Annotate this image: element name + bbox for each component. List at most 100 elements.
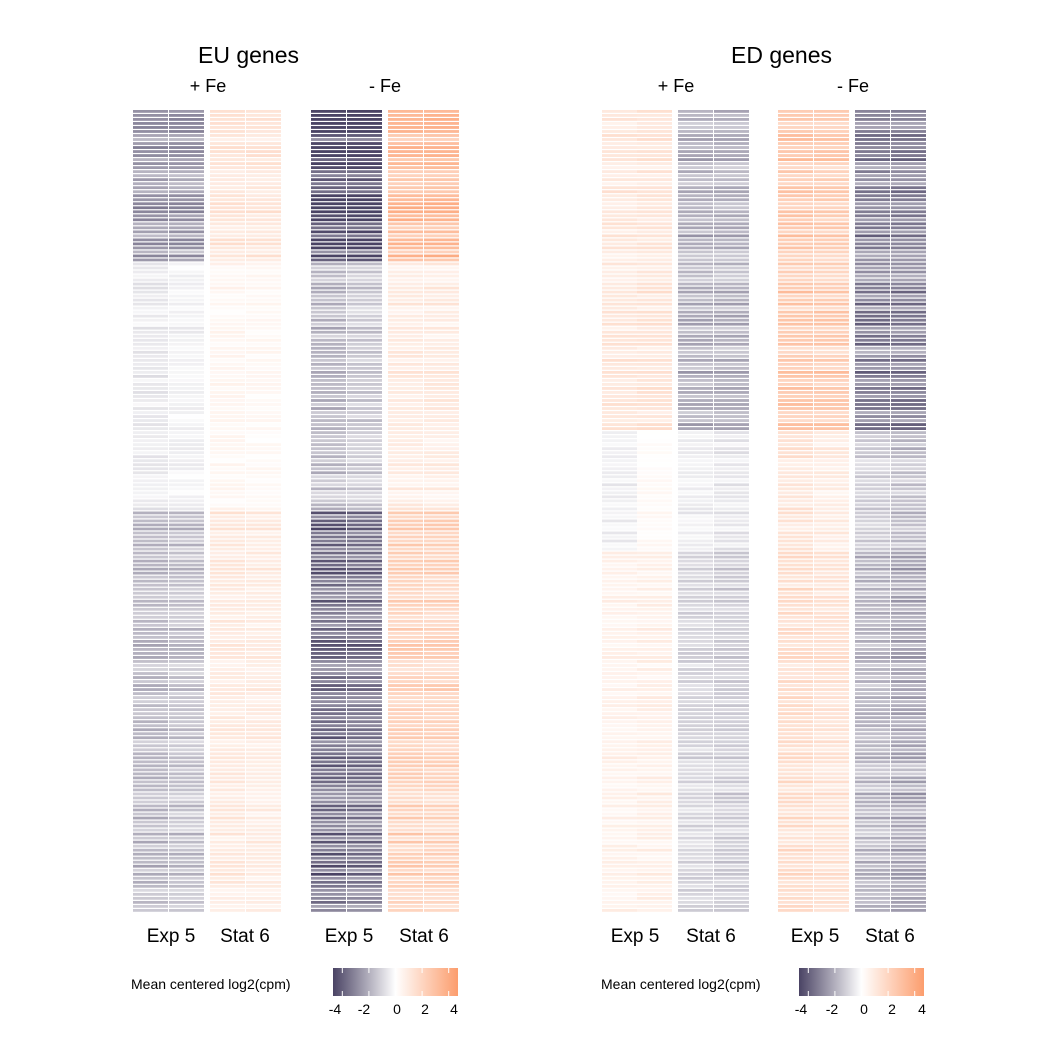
heatmap-cell xyxy=(637,334,672,338)
heatmap-cell xyxy=(388,868,423,872)
heatmap-cell xyxy=(678,872,713,876)
heatmap-cell xyxy=(169,459,204,463)
heatmap-cell xyxy=(311,194,346,198)
heatmap-cell xyxy=(778,270,813,274)
heatmap-cell xyxy=(602,294,637,298)
heatmap-cell xyxy=(311,162,346,165)
heatmap-cell xyxy=(778,158,813,161)
legend-tick-label: 2 xyxy=(888,1001,896,1017)
heatmap-cell xyxy=(424,334,459,338)
heatmap-cell xyxy=(246,828,281,832)
heatmap-cell xyxy=(424,672,459,675)
heatmap-cell xyxy=(246,334,281,338)
heatmap-cell xyxy=(891,595,926,599)
heatmap-cell xyxy=(714,595,749,599)
heatmap-cell xyxy=(210,712,245,716)
heatmap-cell xyxy=(637,447,672,451)
heatmap-cell xyxy=(246,451,281,455)
heatmap-cell xyxy=(169,856,204,860)
heatmap-cell xyxy=(311,615,346,619)
heatmap-cell xyxy=(347,720,382,724)
heatmap-cell xyxy=(855,856,890,860)
heatmap-cell xyxy=(311,278,346,282)
heatmap-cell xyxy=(133,395,168,398)
heatmap-cell xyxy=(210,539,245,543)
heatmap-cell xyxy=(246,395,281,398)
heatmap-cell xyxy=(246,816,281,820)
heatmap-cell xyxy=(210,346,245,350)
heatmap-cell xyxy=(246,114,281,117)
heatmap-cell xyxy=(388,274,423,278)
heatmap-cell xyxy=(210,535,245,539)
heatmap-cell xyxy=(424,419,459,422)
heatmap-cell xyxy=(778,752,813,756)
heatmap-cell xyxy=(311,571,346,575)
heatmap-cell xyxy=(133,768,168,772)
heatmap-cell xyxy=(210,776,245,780)
heatmap-cell xyxy=(169,451,204,455)
heatmap-cell xyxy=(891,563,926,567)
heatmap-cell xyxy=(210,591,245,595)
heatmap-cell xyxy=(855,314,890,318)
heatmap-cell xyxy=(133,635,168,639)
heatmap-cell xyxy=(388,403,423,406)
heatmap-cell xyxy=(602,495,637,499)
heatmap-cell xyxy=(210,274,245,278)
heatmap-cell xyxy=(311,447,346,451)
heatmap-cell xyxy=(855,483,890,487)
heatmap-cell xyxy=(778,298,813,302)
heatmap-cell xyxy=(246,358,281,362)
heatmap-cell xyxy=(778,848,813,852)
heatmap-cell xyxy=(814,322,849,326)
heatmap-cell xyxy=(311,563,346,567)
heatmap-cell xyxy=(855,162,890,165)
heatmap-cell xyxy=(891,519,926,523)
heatmap-cell xyxy=(714,166,749,170)
heatmap-cell xyxy=(133,796,168,800)
heatmap-cell xyxy=(855,166,890,170)
heatmap-cell xyxy=(814,250,849,254)
heatmap-cell xyxy=(637,724,672,728)
heatmap-cell xyxy=(246,178,281,182)
heatmap-cell xyxy=(637,463,672,467)
heatmap-cell xyxy=(855,744,890,748)
heatmap-cell xyxy=(133,350,168,354)
heatmap-cell xyxy=(311,627,346,631)
heatmap-cell xyxy=(133,162,168,165)
heatmap-cell xyxy=(814,495,849,499)
heatmap-cell xyxy=(678,639,713,643)
heatmap-cell xyxy=(678,531,713,535)
heatmap-cell xyxy=(814,664,849,667)
heatmap-cell xyxy=(424,583,459,587)
heatmap-cell xyxy=(311,852,346,856)
heatmap-cell xyxy=(714,627,749,631)
heatmap-cell xyxy=(891,134,926,137)
heatmap-cell xyxy=(424,792,459,796)
heatmap-cell xyxy=(388,639,423,643)
heatmap-cell xyxy=(246,712,281,716)
heatmap-cell xyxy=(814,892,849,896)
heatmap-cell xyxy=(424,820,459,824)
heatmap-cell xyxy=(714,322,749,326)
heatmap-cell xyxy=(210,904,245,908)
heatmap-cell xyxy=(246,459,281,463)
heatmap-cell xyxy=(424,463,459,467)
heatmap-cell xyxy=(246,704,281,708)
heatmap-cell xyxy=(133,238,168,242)
heatmap-cell xyxy=(714,808,749,812)
heatmap-cell xyxy=(210,350,245,354)
heatmap-cell xyxy=(347,780,382,784)
heatmap-cell xyxy=(891,696,926,699)
heatmap-cell xyxy=(714,362,749,366)
heatmap-cell xyxy=(246,238,281,242)
heatmap-cell xyxy=(133,539,168,543)
heatmap-cell xyxy=(678,206,713,210)
heatmap-cell xyxy=(778,724,813,728)
heatmap-cell xyxy=(814,768,849,772)
heatmap-cell xyxy=(714,619,749,623)
heatmap-cell xyxy=(388,322,423,326)
heatmap-cell xyxy=(814,611,849,615)
heatmap-cell xyxy=(388,350,423,354)
heatmap-cell xyxy=(891,760,926,764)
heatmap-cell xyxy=(246,764,281,768)
